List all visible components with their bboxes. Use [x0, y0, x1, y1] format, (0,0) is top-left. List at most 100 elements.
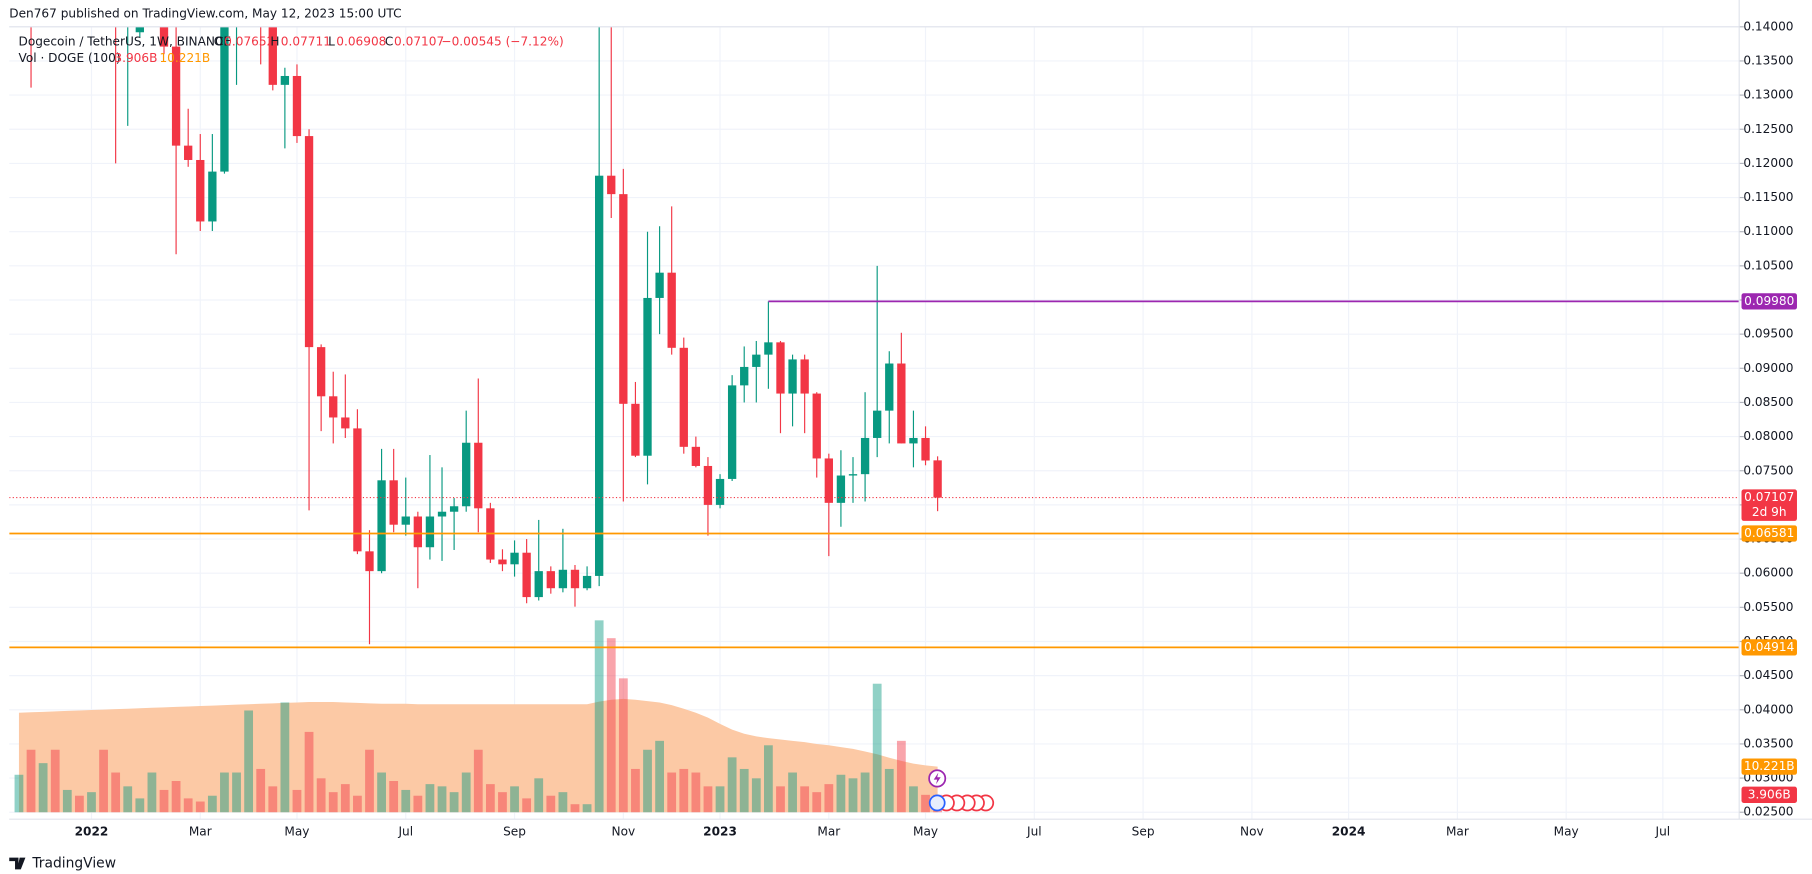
candle-body [570, 569, 580, 589]
candle-body [848, 474, 858, 476]
ohlc-key: H [270, 34, 279, 48]
candle-body [534, 571, 543, 598]
ohlc-value: 0.07107 [394, 34, 444, 48]
volume-bar [534, 778, 544, 813]
price-pane [9, 26, 1740, 649]
volume-bar [207, 795, 217, 813]
volume-value: 3.906B [114, 51, 157, 65]
y-tick-label: 0.03500 [1743, 736, 1793, 750]
volume-title: Vol · DOGE (100) [18, 51, 120, 65]
volume-bar [147, 772, 157, 813]
y-tick-label: 0.08000 [1743, 429, 1793, 443]
candle-body [812, 393, 821, 459]
candle-body [715, 478, 725, 505]
candle-body [498, 559, 507, 565]
volume-bar [401, 789, 411, 813]
x-tick-label: Mar [1446, 825, 1469, 839]
volume-bar [26, 749, 36, 813]
candle-body [184, 145, 193, 160]
volume-bar [316, 778, 326, 813]
volume-bar [498, 792, 507, 813]
level-label: 0.09980 [1744, 294, 1794, 308]
volume-bar [510, 786, 519, 813]
y-tick-label: 0.14000 [1743, 19, 1793, 33]
ohlc-key: O [214, 34, 224, 48]
volume-bar [763, 745, 773, 813]
published-note: Den767 published on TradingView.com, May… [9, 6, 401, 20]
candle-body [365, 551, 374, 572]
event-icon-bolt [933, 772, 941, 785]
x-tick-label: 2024 [1332, 825, 1366, 839]
x-tick-label: 2022 [75, 825, 109, 839]
candle-body [873, 410, 882, 438]
ohlc-key: L [328, 34, 335, 48]
candle-body [788, 359, 797, 394]
volume-bar [171, 780, 181, 813]
volume-bar [872, 683, 882, 813]
volume-bar [655, 740, 664, 813]
volume-bar [449, 792, 459, 813]
brand: TradingView [9, 855, 116, 872]
volume-bar [135, 798, 145, 813]
volume-bar [606, 638, 616, 813]
level-badge [1741, 639, 1797, 656]
y-tick-label: 0.09500 [1743, 327, 1793, 341]
candle-body [196, 159, 205, 222]
x-tick-label: 2023 [703, 825, 737, 839]
candle-body [558, 569, 568, 589]
volume-bar [485, 784, 495, 813]
x-tick-label: Mar [817, 825, 840, 839]
candle-body [462, 442, 471, 507]
volume-bar [643, 749, 652, 813]
volume-bar [220, 772, 229, 813]
candle-body [582, 575, 592, 589]
volume-bar [99, 749, 108, 813]
ohlc-value: 0.06908 [336, 34, 386, 48]
candle-body [135, 26, 144, 33]
x-tick-label: Jul [1655, 825, 1671, 839]
volume-bar [232, 772, 241, 813]
candle-body [449, 506, 459, 512]
volume-bar [558, 792, 568, 813]
legend: Dogecoin / TetherUS, 1W, BINANCE O 0.076… [18, 34, 563, 64]
ohlc-key: C [385, 34, 393, 48]
volume-bar [473, 749, 483, 813]
candle-body [800, 359, 809, 394]
y-tick-label: 0.13000 [1743, 88, 1793, 102]
volume-bar [195, 801, 205, 813]
axes [9, 0, 1812, 820]
candle-body [740, 366, 749, 386]
volume-bar [921, 794, 930, 813]
candle-body [304, 136, 314, 348]
volume-pane [14, 620, 943, 813]
candle-body [921, 437, 930, 461]
candle-body [208, 171, 217, 222]
y-tick-label: 0.10500 [1743, 258, 1793, 272]
change: −0.00545 (−7.12%) [441, 34, 563, 48]
y-tick-label: 0.11500 [1743, 190, 1793, 204]
candle-body [510, 552, 519, 565]
volume-bar [667, 772, 677, 813]
y-tick-label: 0.06000 [1743, 566, 1793, 580]
candle-body [268, 26, 277, 85]
volume-bar [111, 772, 121, 813]
candle-body [389, 480, 398, 525]
candle-body [377, 480, 386, 572]
volume-bar [691, 772, 701, 813]
volume-bar [594, 620, 604, 813]
x-tick-label: May [913, 825, 938, 839]
event-icon [928, 794, 946, 812]
candle-body [691, 446, 701, 466]
y-tick-label: 0.05500 [1743, 600, 1793, 614]
volume-bar [800, 786, 810, 813]
volume-ma-label: 10.221B [1744, 759, 1795, 773]
x-tick-label: Jul [397, 825, 413, 839]
brand-logo [9, 857, 26, 870]
volume-bar [812, 792, 822, 813]
candle-body [631, 403, 640, 456]
candle-body [860, 437, 870, 475]
volume-bar [788, 772, 797, 813]
candle-body [595, 175, 604, 576]
candle-body [474, 442, 483, 509]
